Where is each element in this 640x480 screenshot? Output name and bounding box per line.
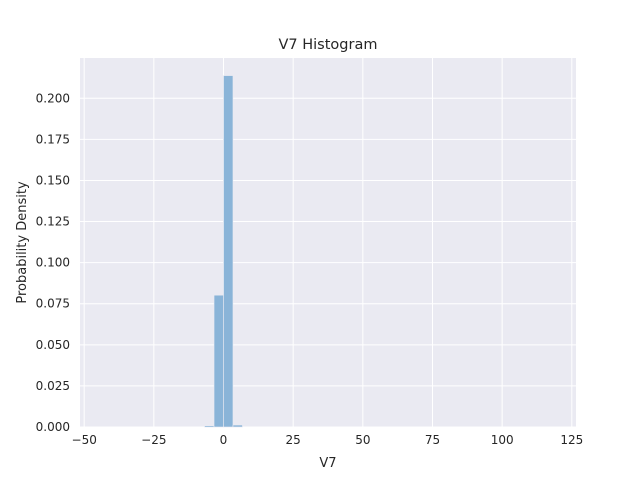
histogram-bar <box>232 424 243 428</box>
y-tick-label: 0.125 <box>36 215 70 229</box>
y-tick-label: 0.175 <box>36 132 70 146</box>
y-tick-label: 0.025 <box>36 379 70 393</box>
x-tick-label: 50 <box>355 433 370 447</box>
y-tick-label: 0.200 <box>36 91 70 105</box>
y-axis-ticks: 0.000 0.025 0.050 0.075 0.100 0.125 0.150 0.175… <box>36 91 70 434</box>
y-tick-label: 0.075 <box>36 297 70 311</box>
y-tick-label: 0.150 <box>36 173 70 187</box>
plot-area <box>80 58 576 427</box>
chart-title: V7 Histogram <box>279 37 378 53</box>
x-tick-label: 100 <box>491 433 514 447</box>
x-axis-ticks: −50 −25 0 25 50 75 100 125 <box>72 433 584 447</box>
x-tick-label: 125 <box>560 433 583 447</box>
y-tick-label: 0.000 <box>36 420 70 434</box>
x-axis-label: V7 <box>319 456 336 471</box>
y-tick-label: 0.050 <box>36 338 70 352</box>
y-tick-label: 0.100 <box>36 256 70 270</box>
histogram-bar <box>204 425 215 428</box>
x-tick-label: 0 <box>220 433 228 447</box>
x-tick-label: −25 <box>141 433 166 447</box>
histogram-bar <box>213 294 224 428</box>
histogram-bars <box>204 75 243 428</box>
x-tick-label: −50 <box>72 433 97 447</box>
x-tick-label: 75 <box>425 433 440 447</box>
y-axis-label: Probability Density <box>15 181 30 304</box>
x-tick-label: 25 <box>286 433 301 447</box>
grid-lines <box>80 58 576 428</box>
histogram-bar <box>223 75 234 428</box>
